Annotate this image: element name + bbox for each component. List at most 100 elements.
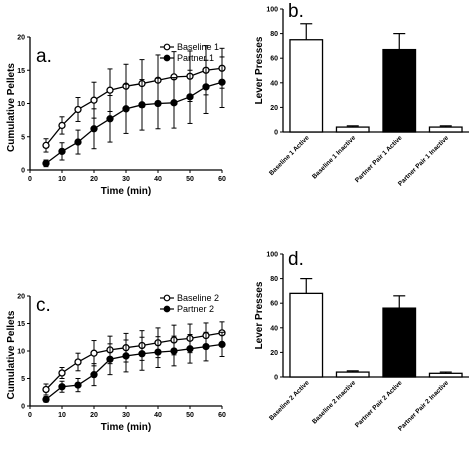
y-tick-label: 20	[270, 350, 278, 357]
data-point	[74, 138, 82, 146]
x-tick-label: 30	[122, 176, 130, 183]
x-axis-label: Time (min)	[101, 186, 151, 197]
bar	[382, 48, 417, 133]
data-point	[58, 121, 66, 130]
bar	[289, 39, 324, 133]
x-tick-label: 20	[90, 176, 98, 183]
data-point	[186, 93, 194, 101]
data-point	[42, 385, 50, 394]
series-partner-2	[42, 331, 226, 404]
data-point	[90, 96, 98, 104]
y-tick-label: 5	[21, 376, 25, 383]
bar-chart-2: 0 20 40 60 80 100 Lever Presses b. Baseline 1 Ac…	[254, 1, 469, 188]
y-axis-label: Cumulative Pellets	[6, 310, 17, 399]
data-point	[90, 349, 98, 357]
line-chart-3: 0 5 10 15 20 0 10 20 30 40 50 60 Time (min) Cumulativ…	[6, 293, 226, 433]
legend-label: Baseline 1	[177, 42, 219, 52]
series-baseline-2	[42, 321, 226, 396]
y-tick-label: 100	[266, 7, 278, 14]
y-tick-label: 0	[21, 404, 25, 411]
x-tick-label: 50	[186, 412, 194, 419]
data-point	[106, 86, 114, 94]
bar-chart-4: 0 20 40 60 80 100 Lever Presses d. Baseline 2 Ac…	[254, 249, 469, 433]
y-axis-label: Cumulative Pellets	[6, 63, 17, 152]
data-point	[202, 83, 210, 91]
y-tick-label: 15	[17, 68, 25, 75]
bar	[289, 292, 324, 378]
x-tick-label: 0	[28, 412, 32, 419]
x-tick-label: 60	[218, 176, 226, 183]
legend-marker	[163, 305, 171, 313]
y-tick-label: 100	[266, 252, 278, 259]
bar	[335, 126, 370, 133]
x-tick-label: 50	[186, 176, 194, 183]
x-tick-label: 30	[122, 412, 130, 419]
category-label: Baseline 2 Active	[268, 379, 311, 422]
data-point	[154, 99, 162, 108]
x-tick-label: 10	[58, 412, 66, 419]
series-line	[45, 332, 223, 390]
category-label: Baseline 2 Inactive	[311, 379, 357, 425]
category-label: Partner Pair 1 Active	[354, 134, 404, 184]
y-tick-label: 20	[270, 105, 278, 112]
x-tick-label: 0	[28, 176, 32, 183]
y-tick-label: 80	[270, 276, 278, 283]
y-tick-label: 0	[21, 168, 25, 175]
x-axis-label: Time (min)	[101, 422, 151, 433]
data-point	[122, 352, 130, 360]
data-point	[218, 78, 226, 86]
legend-label: Partner 2	[177, 304, 214, 314]
data-point	[202, 342, 210, 351]
bar	[428, 372, 463, 378]
series-line	[45, 81, 223, 164]
data-point	[170, 99, 178, 107]
data-point	[106, 355, 114, 363]
y-tick-label: 0	[274, 375, 278, 382]
y-tick-label: 80	[270, 31, 278, 38]
legend-label: Partner 1	[177, 53, 214, 63]
y-tick-label: 15	[17, 321, 25, 328]
y-tick-label: 60	[270, 301, 278, 308]
data-point	[138, 101, 146, 109]
data-point	[170, 347, 178, 355]
data-point	[58, 369, 66, 377]
bar	[428, 126, 463, 133]
y-tick-label: 60	[270, 56, 278, 63]
legend-marker	[163, 294, 171, 302]
data-point	[42, 159, 50, 168]
data-point	[138, 350, 146, 358]
y-tick-label: 10	[17, 349, 25, 356]
category-label: Partner Pair 2 Active	[354, 379, 404, 429]
data-point	[90, 370, 98, 379]
y-axis-label: Lever Presses	[254, 36, 265, 104]
category-label: Partner Pair 2 Inactive	[397, 379, 451, 433]
y-tick-label: 20	[17, 35, 25, 42]
data-point	[74, 358, 82, 366]
bar	[335, 371, 370, 378]
series-partner-1	[42, 56, 226, 168]
y-tick-label: 0	[274, 130, 278, 137]
y-tick-label: 5	[21, 134, 25, 141]
data-point	[186, 345, 194, 353]
x-tick-label: 10	[58, 176, 66, 183]
category-label: Baseline 1 Inactive	[311, 134, 357, 180]
data-point	[42, 395, 50, 404]
line-chart-1: 0 5 10 15 20 0 10 20 30 40 50 60 Time (min) Cumulativ…	[6, 35, 226, 198]
x-tick-label: 40	[154, 412, 162, 419]
data-point	[58, 383, 66, 391]
data-point	[90, 125, 98, 133]
panel-label: a.	[36, 46, 52, 67]
legend-marker	[163, 43, 171, 51]
legend-label: Baseline 2	[177, 293, 219, 303]
legend-marker	[163, 54, 171, 62]
bar	[382, 307, 417, 378]
category-label: Partner Pair 1 Inactive	[397, 134, 451, 188]
data-point	[106, 115, 114, 123]
x-tick-label: 60	[218, 412, 226, 419]
series-line	[45, 343, 223, 400]
x-tick-label: 20	[90, 412, 98, 419]
panel-label: c.	[36, 295, 51, 316]
data-point	[58, 147, 66, 156]
